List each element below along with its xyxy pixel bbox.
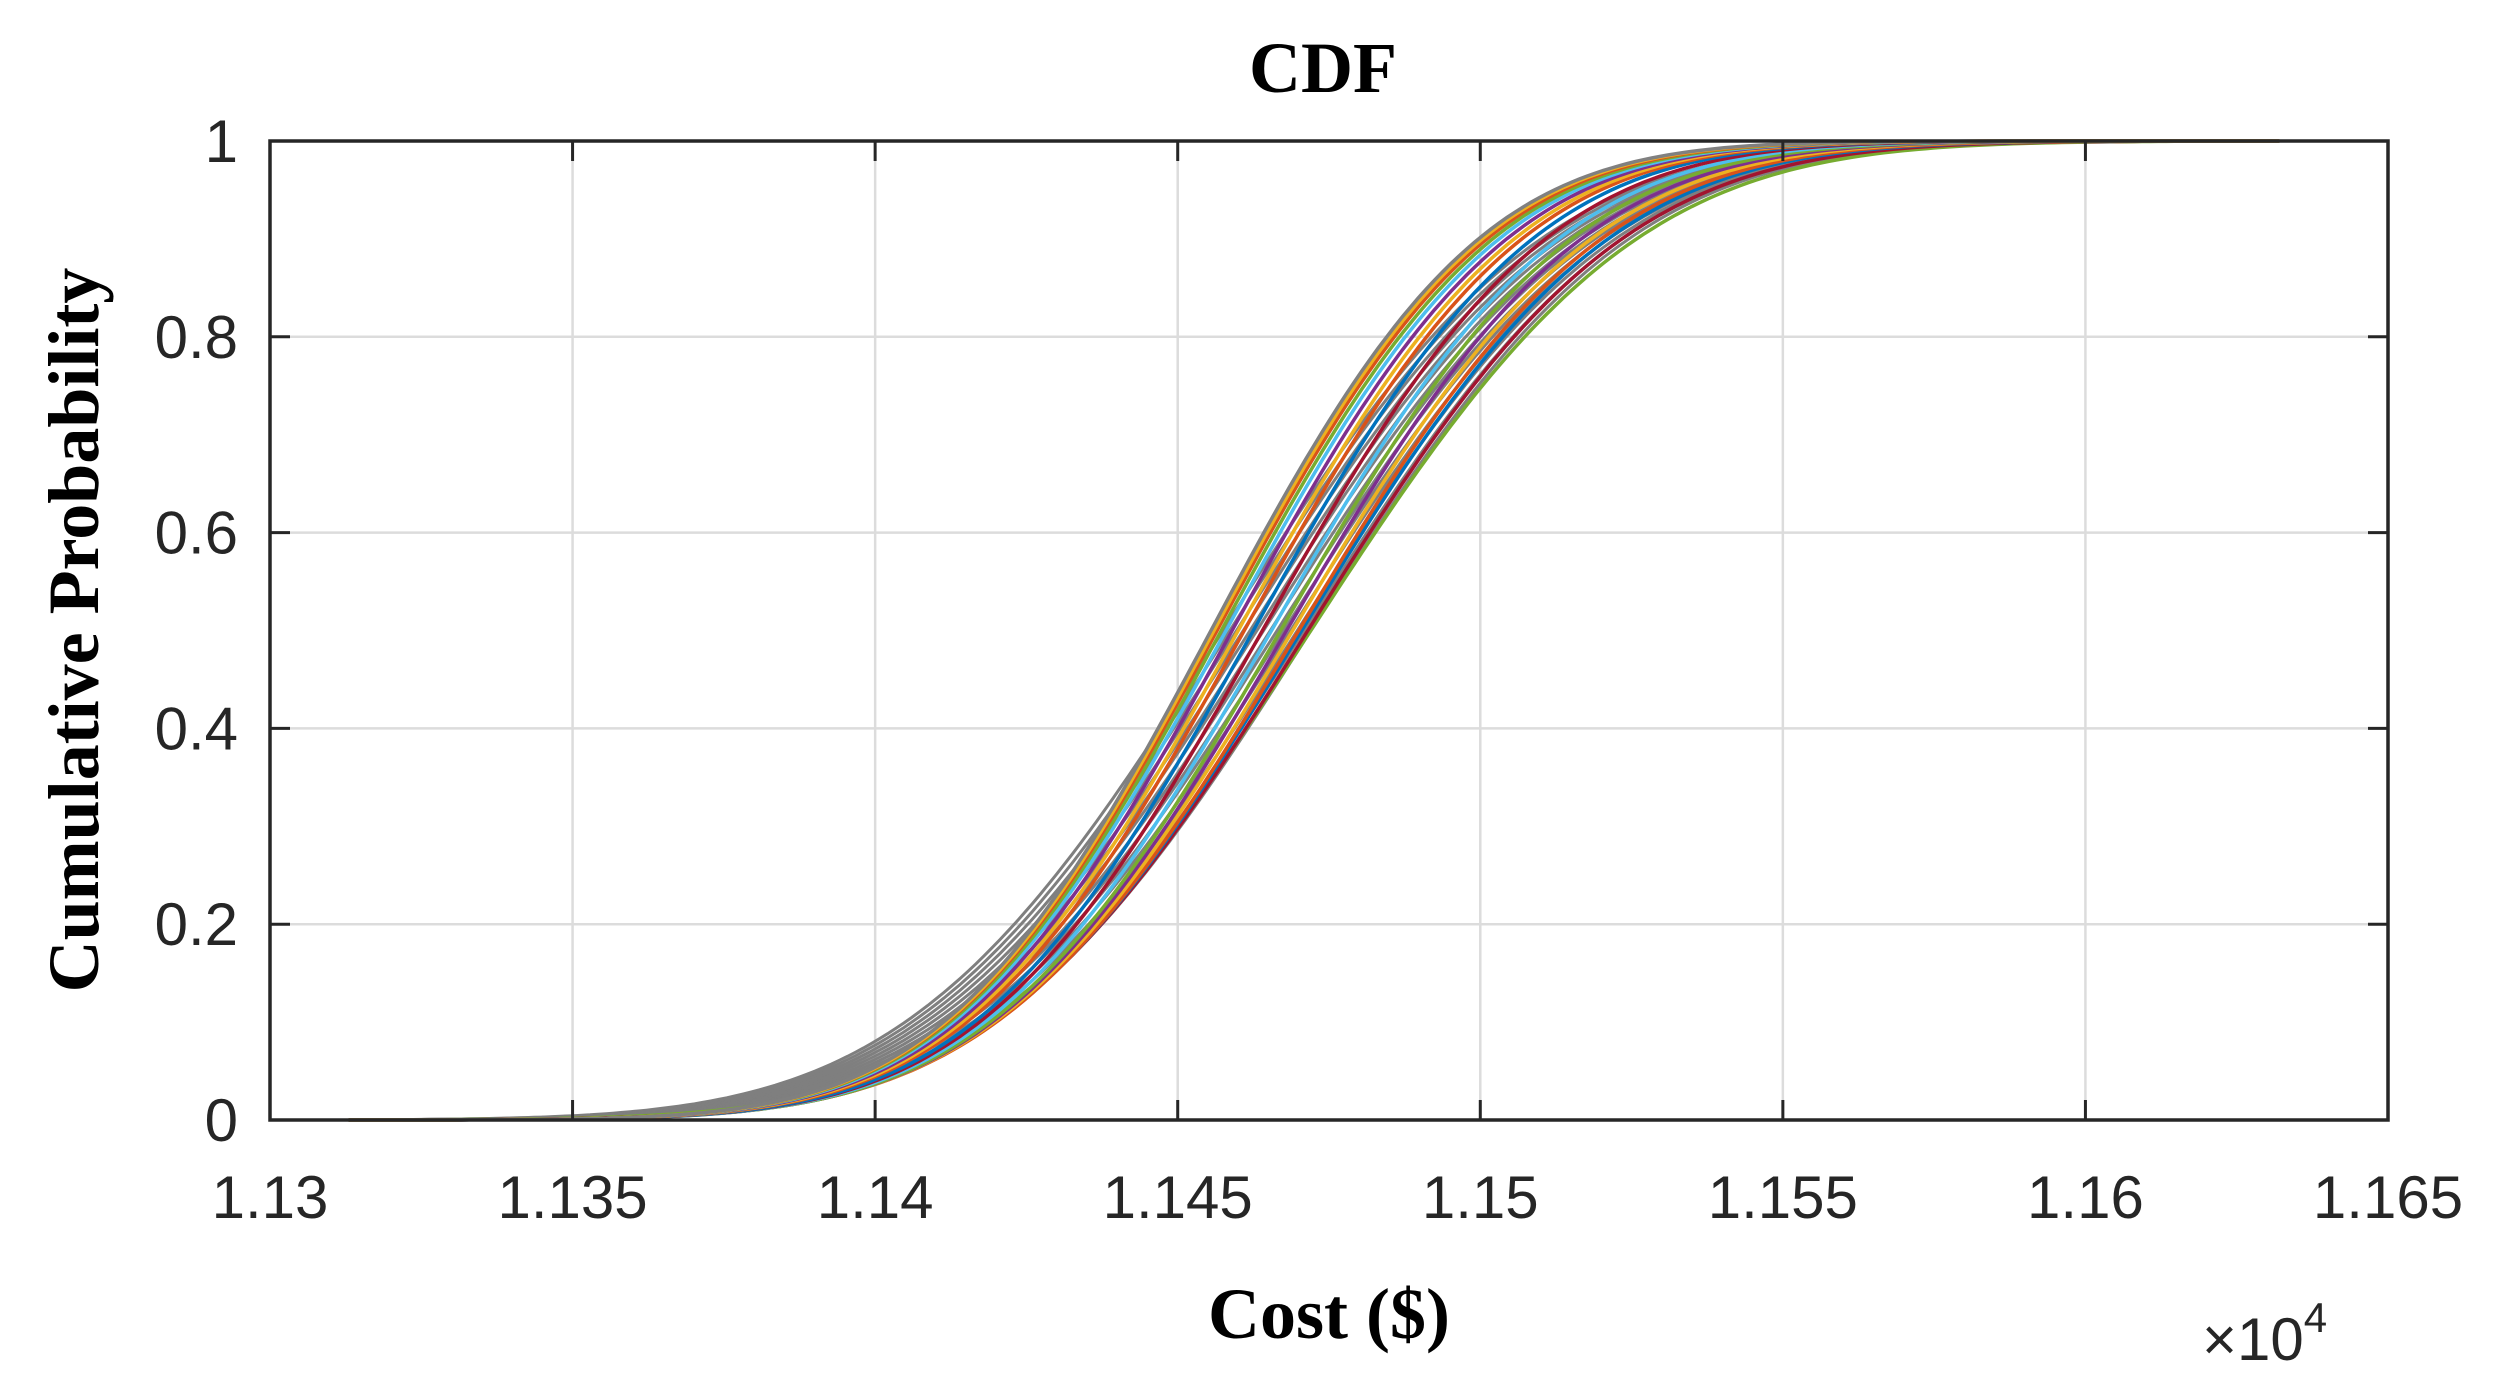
y-tick-label: 0.4 [155,695,238,762]
plot-frame [268,139,2390,1122]
x-tick-labels: 1.13 1.135 1.14 1.145 1.15 1.155 1.16 1.165 [212,1164,2463,1231]
tick-marks [268,139,2390,1122]
y-axis-label: Cumulative Probability [34,268,114,993]
y-tick-labels: 0 0.2 0.4 0.6 0.8 1 [155,108,238,1154]
y-tick-label: 1 [205,108,238,175]
x-axis-label: Cost ($) [1208,1274,1450,1354]
x-tick-label: 1.15 [1422,1164,1539,1231]
x-tick-label: 1.145 [1103,1164,1253,1231]
grid [270,141,2388,1120]
x-tick-label: 1.14 [817,1164,934,1231]
x-tick-label: 1.13 [212,1164,329,1231]
x-tick-label: 1.135 [497,1164,647,1231]
y-tick-label: 0.2 [155,891,238,958]
chart-title: CDF [1249,28,1397,108]
y-tick-label: 0.6 [155,500,238,567]
x-exponent-base: ×10 [2202,1306,2304,1373]
y-tick-label: 0 [205,1087,238,1154]
y-tick-label: 0.8 [155,304,238,371]
x-exponent-power: 4 [2304,1294,2327,1341]
x-tick-label: 1.155 [1708,1164,1858,1231]
x-tick-label: 1.16 [2027,1164,2144,1231]
x-tick-label: 1.165 [2313,1164,2463,1231]
x-exponent: ×104 [2202,1294,2327,1373]
